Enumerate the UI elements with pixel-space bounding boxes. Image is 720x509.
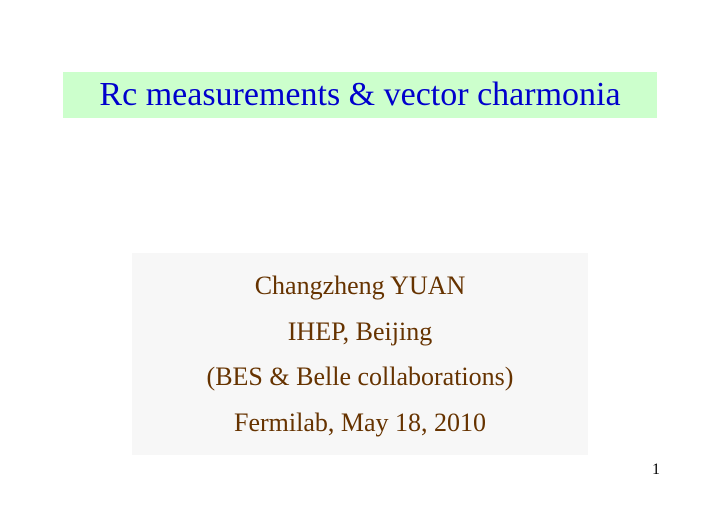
author-info-box: Changzheng YUAN IHEP, Beijing (BES & Bel… <box>132 253 588 455</box>
author-affiliation: IHEP, Beijing <box>132 316 588 347</box>
slide-title: Rc measurements & vector charmonia <box>63 72 657 118</box>
page-number: 1 <box>652 461 660 479</box>
author-name: Changzheng YUAN <box>132 270 588 301</box>
author-collaboration: (BES & Belle collaborations) <box>132 361 588 392</box>
talk-venue: Fermilab, May 18, 2010 <box>132 407 588 438</box>
